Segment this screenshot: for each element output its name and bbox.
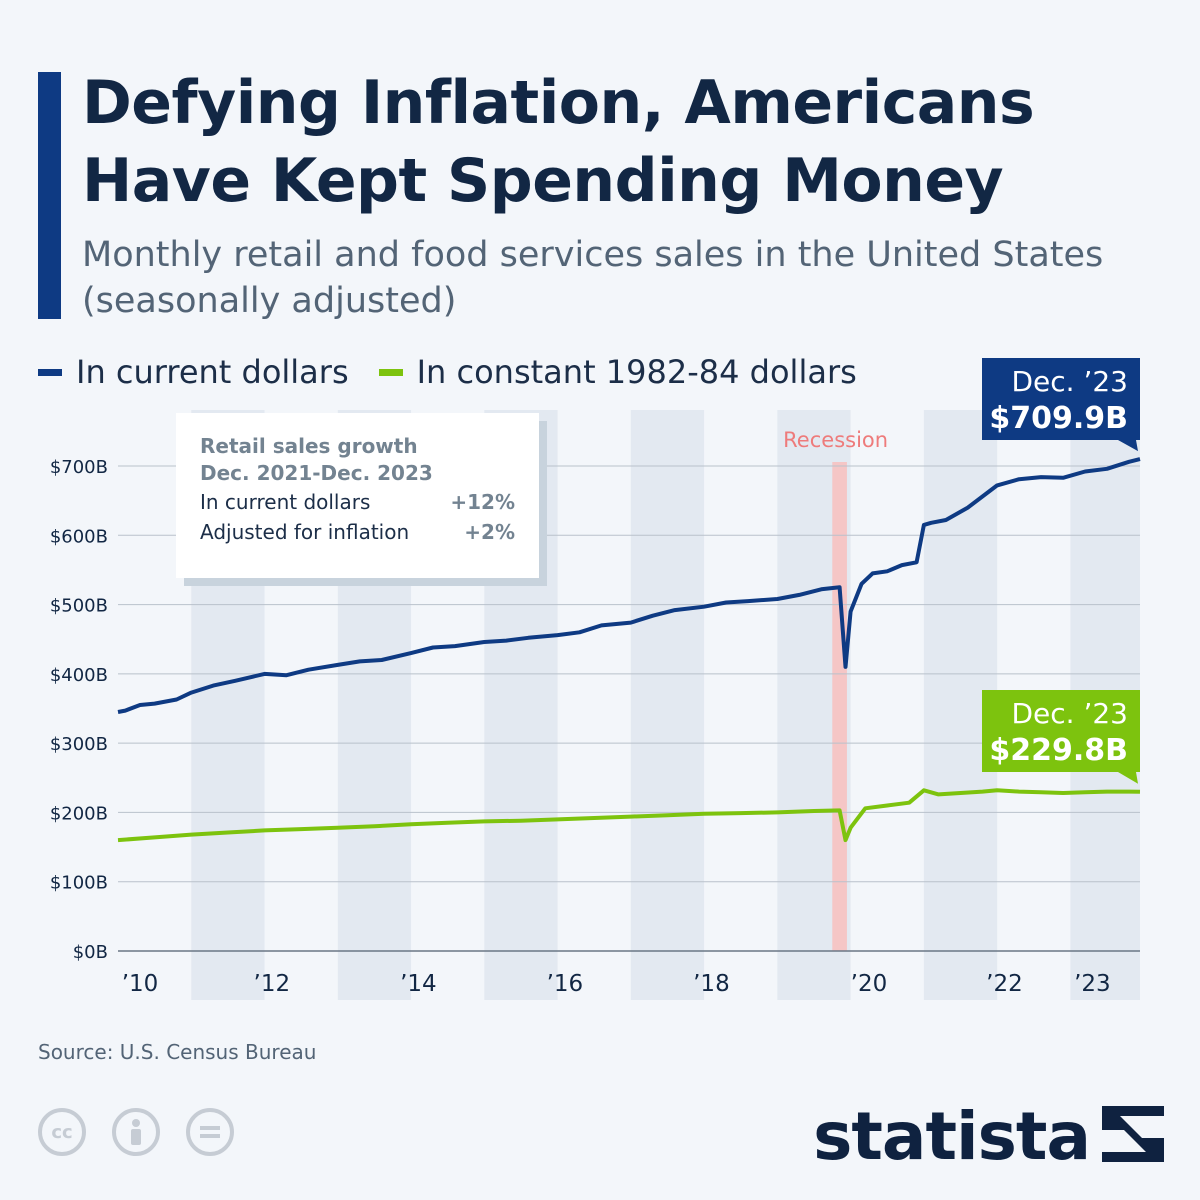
callout-constant-month: Dec. ’23	[1011, 697, 1128, 730]
x-tick-label: ’12	[254, 971, 291, 997]
no-derivatives-icon[interactable]	[186, 1108, 234, 1156]
x-tick-label: ’18	[693, 971, 730, 997]
infobox-row-current: In current dollars +12%	[200, 487, 515, 517]
subtitle-line-2: (seasonally adjusted)	[82, 281, 457, 321]
callout-constant: Dec. ’23 $229.8B	[982, 690, 1140, 784]
title-line-2: Have Kept Spending Money	[82, 146, 1004, 216]
infobox-row-inflation-value: +2%	[464, 520, 515, 544]
gridlines	[118, 465, 1140, 952]
statista-logo-icon	[1102, 1106, 1164, 1162]
infobox-title-line-2: Dec. 2021-Dec. 2023	[200, 461, 433, 485]
cc-icon[interactable]: cc	[38, 1108, 86, 1156]
x-axis-labels: ’10 ’12 ’14 ’16 ’18 ’20 ’22 ’23	[122, 971, 1111, 997]
x-tick-label: ’10	[122, 971, 159, 997]
legend-label-current: In current dollars	[76, 353, 349, 391]
series-line-constant	[117, 788, 1141, 843]
source-note: Source: U.S. Census Bureau	[38, 1040, 317, 1064]
y-tick-label: $500B	[50, 596, 108, 617]
legend-label-constant: In constant 1982-84 dollars	[416, 353, 857, 391]
legend-item-constant: In constant 1982-84 dollars	[378, 353, 857, 391]
x-tick-label: ’20	[851, 971, 888, 997]
y-tick-label: $400B	[50, 665, 108, 686]
y-tick-label: $600B	[50, 526, 108, 547]
series-line-current	[117, 457, 1141, 714]
x-tick-label: ’16	[547, 971, 584, 997]
title-line-1: Defying Inflation, Americans	[82, 68, 1035, 138]
callout-current: Dec. ’23 $709.9B	[982, 358, 1140, 452]
y-tick-label: $200B	[50, 803, 108, 824]
attribution-icon[interactable]	[112, 1108, 160, 1156]
legend-swatch-current	[38, 368, 62, 376]
y-tick-label: $0B	[73, 942, 108, 963]
legend-item-current: In current dollars	[38, 353, 349, 391]
growth-infobox: Retail sales growth Dec. 2021-Dec. 2023 …	[176, 413, 539, 578]
callout-current-value: $709.9B	[989, 401, 1128, 436]
page-title: Defying Inflation, Americans Have Kept S…	[82, 64, 1162, 220]
callout-current-box	[982, 358, 1140, 452]
infobox-row-inflation-label: Adjusted for inflation	[200, 520, 410, 544]
y-tick-label: $100B	[50, 873, 108, 894]
callout-constant-value: $229.8B	[989, 733, 1128, 768]
series-lines	[117, 457, 1141, 843]
y-tick-label: $700B	[50, 457, 108, 478]
y-axis-labels: $0B $100B $200B $300B $400B $500B $600B $700B	[50, 457, 108, 963]
callout-current-month: Dec. ’23	[1011, 365, 1128, 398]
infobox-row-current-value: +12%	[450, 490, 515, 514]
title-accent-bar	[38, 72, 61, 319]
infobox-title-line-1: Retail sales growth	[200, 434, 418, 458]
license-icons: cc	[38, 1108, 260, 1156]
statista-logo-text[interactable]: statista	[813, 1098, 1091, 1175]
subtitle-line-1: Monthly retail and food services sales i…	[82, 235, 1104, 275]
chart-legend: In current dollars In constant 1982-84 d…	[38, 350, 887, 394]
callout-constant-box	[982, 690, 1140, 784]
year-band-3	[630, 410, 705, 1000]
callouts: Dec. ’23 $709.9B Dec. ’23 $229.8B	[982, 358, 1140, 784]
x-tick-label: ’22	[986, 971, 1023, 997]
page-subtitle: Monthly retail and food services sales i…	[82, 232, 1162, 324]
legend-swatch-constant	[378, 368, 403, 376]
y-tick-label: $300B	[50, 734, 108, 755]
infobox-row-current-label: In current dollars	[200, 490, 371, 514]
x-tick-label: ’14	[400, 971, 437, 997]
infobox-row-inflation: Adjusted for inflation +2%	[200, 517, 515, 547]
x-tick-label: ’23	[1074, 971, 1111, 997]
recession-label: Recession	[783, 428, 888, 452]
